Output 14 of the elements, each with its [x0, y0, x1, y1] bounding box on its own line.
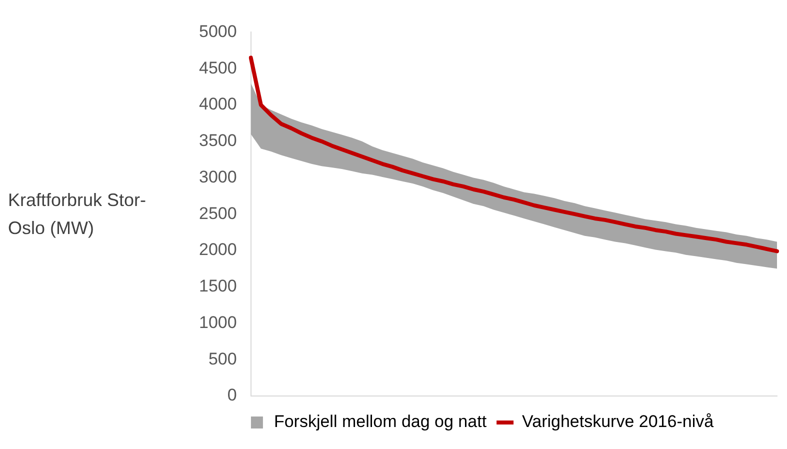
y-tick-label: 4000 [198, 94, 237, 114]
y-tick-label: 0 [227, 386, 237, 405]
y-tick-label: 5000 [198, 22, 237, 41]
y-tick-label: 2000 [198, 240, 237, 260]
y-tick-label: 1500 [198, 276, 237, 296]
legend-label: Varighetskurve 2016-nivå [522, 412, 714, 432]
y-tick-label: 500 [208, 349, 237, 368]
y-tick-label: 3500 [198, 131, 237, 150]
y-tick-label: 2500 [198, 204, 237, 223]
y-axis-title: Kraftforbruk Stor-Oslo (MW) [8, 189, 148, 240]
y-tick-label: 4500 [198, 58, 237, 78]
y-tick-label: 1000 [198, 312, 237, 332]
legend-label: Forskjell mellom dag og natt [274, 412, 487, 432]
y-tick-label: 3000 [198, 167, 237, 186]
